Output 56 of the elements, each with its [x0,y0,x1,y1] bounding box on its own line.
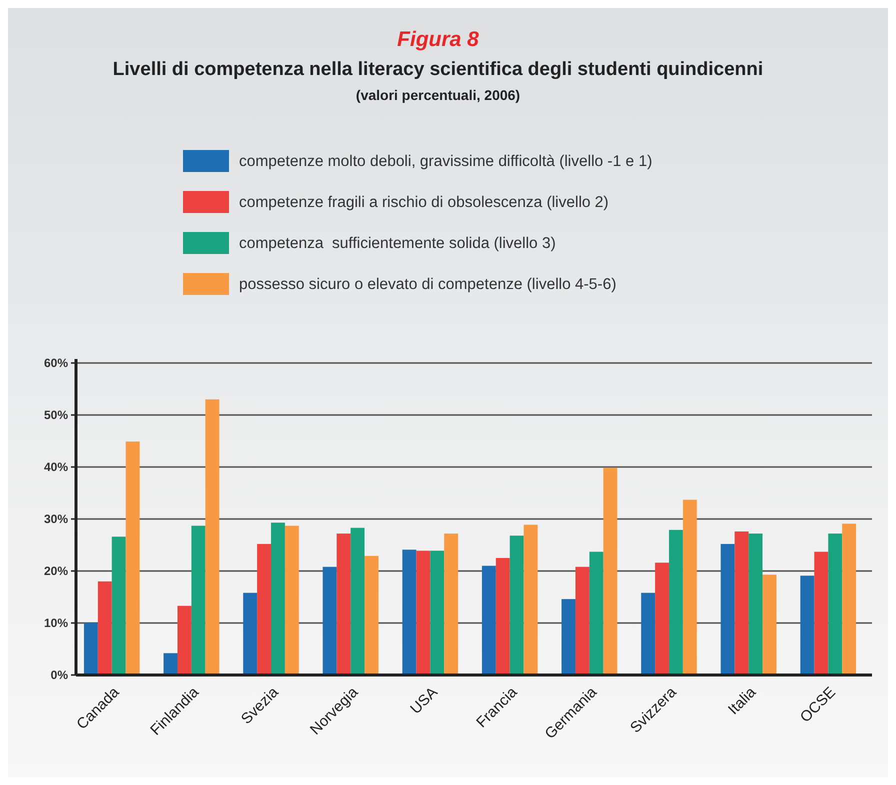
x-tick-label: USA [407,684,442,718]
bar [800,576,814,675]
bar [364,556,378,675]
bar [682,500,697,675]
bar [814,552,828,675]
bar [828,534,842,675]
legend-label: possesso sicuro o elevato di competenze (livello 4-5-6) [239,276,616,293]
x-tick-label: Italia [724,683,760,718]
bar [562,599,576,675]
bar [524,524,538,675]
bar [655,562,669,675]
bar [641,592,656,675]
bar [336,534,351,675]
bar [98,581,112,675]
bar [748,534,763,675]
y-tick-label: 0% [50,668,68,682]
bar [575,566,590,675]
legend-label: competenze fragili a rischio di obsolescenza (livello 2) [239,194,609,211]
bar [482,566,496,675]
y-tick-label: 40% [44,460,68,474]
bar [284,526,299,675]
bar [444,534,458,675]
y-tick-label: 60% [44,356,68,370]
bar [126,442,140,675]
bar [402,550,416,675]
bar [271,522,285,675]
bar [84,623,98,675]
bar [762,574,776,675]
legend-label: competenza sufficientemente solida (livello 3) [239,235,556,252]
bar [430,550,444,675]
bar [589,552,604,675]
chart-subtitle: Livelli di competenza nella literacy scientifica degli studenti quindicenni [112,59,764,80]
bar [205,399,220,675]
y-tick-label: 50% [44,408,68,422]
bar [416,550,430,675]
bar [350,528,365,675]
bar [243,592,258,675]
bar [164,653,178,675]
chart-title: Figura 8 [397,28,480,51]
bar [496,558,510,675]
text: (valori percentuali, 2006) [356,87,520,103]
bar [177,606,192,675]
bar [510,536,524,675]
bar [191,526,206,675]
y-tick-label: 10% [44,616,68,630]
bar [322,566,337,675]
bar [668,530,683,675]
bar [734,531,749,675]
bar [603,468,618,675]
y-tick-label: 20% [44,564,68,578]
y-tick-label: 30% [44,512,68,526]
bar [257,544,272,675]
bar [720,544,735,675]
bar [112,536,126,675]
bar [842,524,856,675]
legend-label: competenze molto deboli, gravissime difficoltà (livello -1 e 1) [239,153,652,170]
